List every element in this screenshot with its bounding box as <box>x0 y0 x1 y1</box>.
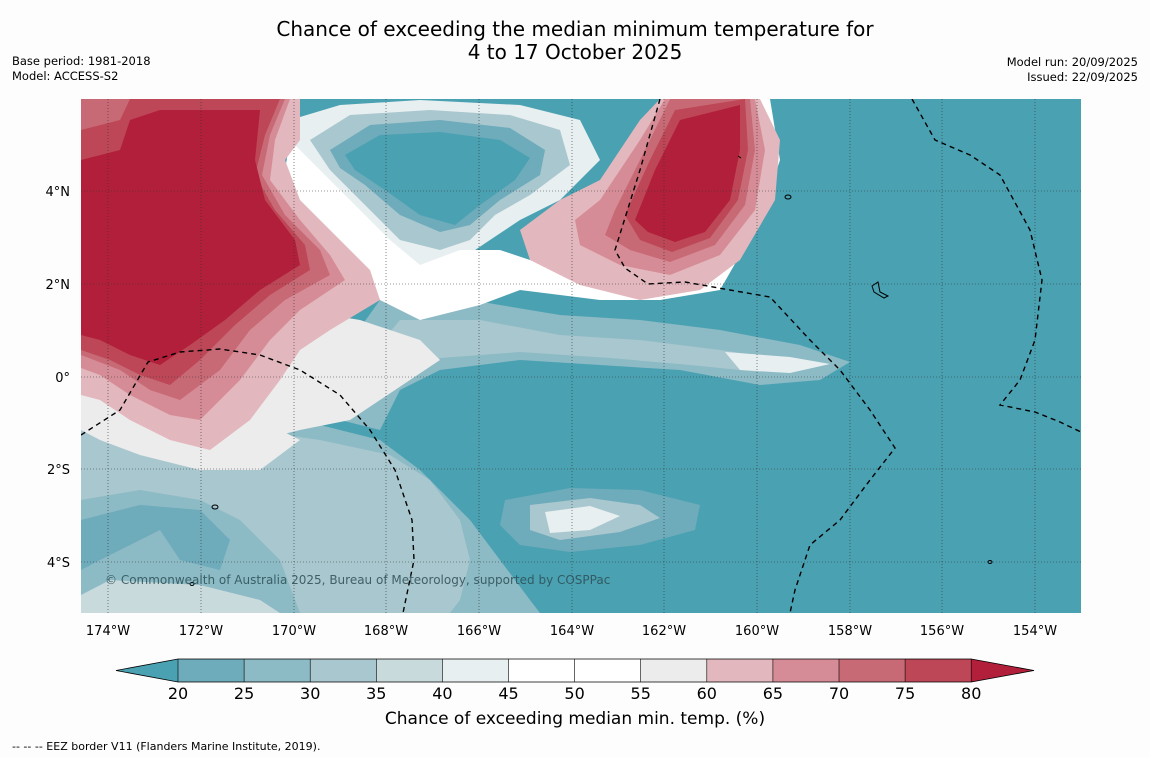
eez-legend-note: -- -- -- EEZ border V11 (Flanders Marine… <box>12 740 321 753</box>
issued-date: Issued: 22/09/2025 <box>1027 70 1138 84</box>
colorbar-extend-high <box>971 659 1034 682</box>
model-run: Model run: 20/09/2025 <box>1006 55 1138 69</box>
eez-borders <box>81 99 1081 613</box>
model-name: Model: ACCESS-S2 <box>12 69 119 83</box>
lat-label-0: 0° <box>55 371 70 386</box>
field-20-25-north <box>345 132 530 225</box>
colorbar-segment <box>244 659 311 682</box>
islands <box>189 155 993 586</box>
colorbar-tick-label: 20 <box>168 684 188 703</box>
colorbar-tick-label: 55 <box>631 684 651 703</box>
field-45-50-east <box>725 352 830 373</box>
lon-label: 154°W <box>1013 624 1057 639</box>
colorbar-segment <box>640 659 708 682</box>
lat-label-4n: 4°N <box>46 185 71 200</box>
colorbar-segment <box>376 659 443 682</box>
lon-label: 162°W <box>642 624 686 639</box>
field-40-45-s <box>81 580 280 613</box>
colorbar-tick-label: 35 <box>366 684 386 703</box>
lon-label: 174°W <box>86 624 130 639</box>
meta-left: Base period: 1981-2018 Model: ACCESS-S2 <box>12 54 151 84</box>
colorbar-segment <box>706 659 774 682</box>
colorbar-tick-label: 30 <box>300 684 320 703</box>
colorbar-segment <box>508 659 576 682</box>
lon-label: 166°W <box>457 624 501 639</box>
colorbar-tick-label: 80 <box>961 684 981 703</box>
colorbar-tick-label: 65 <box>763 684 783 703</box>
lon-label: 158°W <box>828 624 872 639</box>
colorbar-tick-label: 75 <box>895 684 915 703</box>
base-period: Base period: 1981-2018 <box>12 54 151 68</box>
title-line-2: 4 to 17 October 2025 <box>467 40 683 64</box>
lat-label-2n: 2°N <box>46 278 71 293</box>
colorbar-segment <box>442 659 509 682</box>
colorbar-tick-label: 25 <box>234 684 254 703</box>
colorbar-segment <box>574 659 642 682</box>
colorbar-tick-label: 50 <box>564 684 584 703</box>
colorbar-segment <box>839 659 906 682</box>
latitude-labels: 4°N 2°N 0° 2°S 4°S <box>46 185 71 571</box>
lon-label: 172°W <box>179 624 223 639</box>
colorbar-tick-label: 60 <box>697 684 717 703</box>
lon-label: 164°W <box>550 624 594 639</box>
copyright-text: © Commonwealth of Australia 2025, Bureau… <box>105 573 610 587</box>
map-panel: © Commonwealth of Australia 2025, Bureau… <box>81 99 1081 613</box>
title-line-1: Chance of exceeding the median minimum t… <box>276 17 874 41</box>
field-35-40-eq <box>350 320 790 400</box>
colorbar-extend-low <box>116 659 178 682</box>
colorbar-segment <box>178 659 245 682</box>
colorbar-title: Chance of exceeding median min. temp. (%… <box>384 709 766 729</box>
lon-label: 156°W <box>920 624 964 639</box>
lon-label: 168°W <box>364 624 408 639</box>
map-title: Chance of exceeding the median minimum t… <box>0 18 1150 64</box>
colorbar-tick-label: 40 <box>432 684 452 703</box>
lat-label-4s: 4°S <box>47 556 70 571</box>
lat-label-2s: 2°S <box>47 463 70 478</box>
colorbar-segment <box>310 659 377 682</box>
lon-label: 160°W <box>735 624 779 639</box>
field-above-80-west <box>81 110 300 365</box>
colorbar-segment <box>772 659 840 682</box>
longitude-labels: 174°W 172°W 170°W 168°W 166°W 164°W 162°… <box>86 624 1057 639</box>
colorbar-tick-label: 70 <box>829 684 849 703</box>
meta-right: Model run: 20/09/2025 Issued: 22/09/2025 <box>1007 55 1138 85</box>
field-25-30-sw <box>81 505 230 570</box>
colorbar-segment <box>905 659 972 682</box>
colorbar: 20 25 30 35 40 45 50 55 60 65 70 75 80 <box>115 658 1035 703</box>
field-above-80-ne <box>635 105 740 242</box>
field-45-50-south <box>545 506 620 533</box>
colorbar-tick-label: 45 <box>498 684 518 703</box>
lon-label: 170°W <box>272 624 316 639</box>
